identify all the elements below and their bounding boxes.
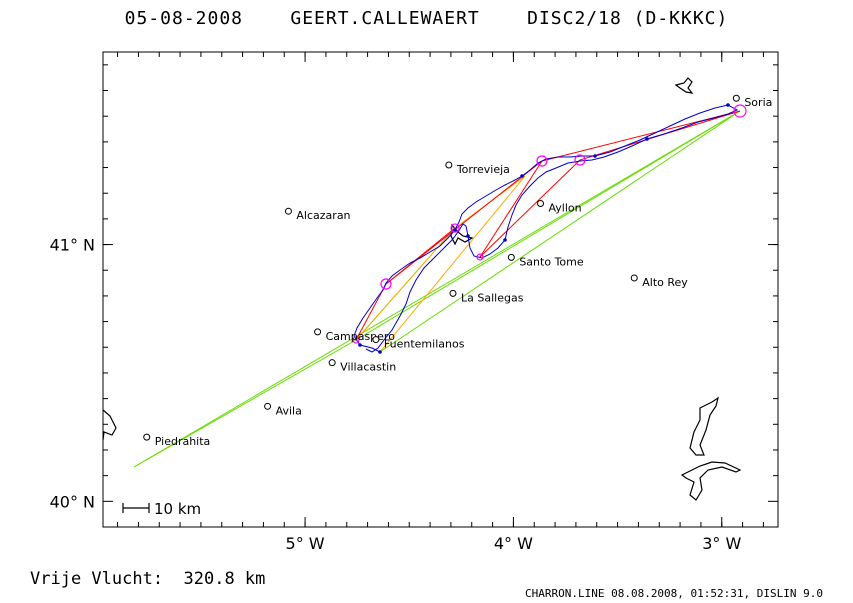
task-line-green [355,110,741,341]
lat-tick-label: 41° N [50,236,95,255]
task-line-red [479,160,543,258]
scale-bar: 10 km [122,500,201,518]
turnpoint-marker [574,154,586,166]
track-polyline [353,104,739,353]
town-marker [328,359,336,367]
task-lines [133,110,741,468]
town-label: Fuentemilanos [384,338,465,351]
lon-tick-label: 5° W [286,534,325,553]
town-marker [264,402,272,410]
town-marker [314,328,322,336]
task-line-orange [355,227,456,341]
reservoir-outline-southeast [680,461,742,501]
town-label: Santo Tome [519,255,584,268]
lat-tick-label: 40° N [50,492,95,511]
turnpoint-marker [380,278,392,290]
reservoir-outline-center [450,223,474,246]
town-label: Avila [276,404,302,417]
town-label: Ayllon [549,201,582,214]
turnpoint-marker [536,155,548,167]
track-fix-marker [503,238,507,242]
task-line-red [385,227,456,285]
map-frame [102,51,779,528]
lon-tick-label: 4° W [494,534,533,553]
scale-bar-label: 10 km [154,500,201,518]
task-line-red [479,159,581,258]
town-marker [507,253,515,261]
pilot-name: GEERT.CALLEWAERT [290,8,480,29]
glider-id: DISC2/18 (D-KKKC) [527,8,729,29]
town-label: Soria [744,96,772,109]
town-label: La Sallegas [461,291,524,304]
track-fix-marker [645,137,649,141]
credits-line: CHARRON.LINE 08.08.2008, 01:52:31, DISLI… [524,587,823,600]
turnpoints [352,104,747,344]
track-fix-marker [726,103,730,107]
flight-track [353,103,739,354]
town-label: Villacastin [340,361,396,374]
town-label: Alto Rey [642,276,688,289]
turnpoint-marker [733,104,747,118]
towns: Soria Torrevieja Alcazaran Ayllon Santo Tome… [143,94,772,448]
turnpoint-marker [352,336,360,344]
turnpoint-marker [450,223,460,233]
water-outlines [102,77,742,501]
track-fix-marker [466,234,470,238]
task-line-green [133,110,741,468]
turnpoint-marker [476,253,484,261]
town-marker [630,274,638,282]
task-line-orange [379,175,526,353]
task-line-green [379,110,741,353]
track-fix-marker [358,343,362,347]
town-marker [449,289,457,297]
track-fix-marker [593,154,597,158]
flight-date: 05-08-2008 [124,8,244,29]
town-marker [143,433,151,441]
town-marker [284,207,292,215]
axis-ticks: 40° N 41° N 5° W 4° W 3° W [50,52,778,553]
town-label: Torrevieja [456,163,510,176]
town-label: Piedrahita [155,435,211,448]
track-fix-marker [520,174,524,178]
town-marker [732,94,740,102]
town-marker [445,161,453,169]
lon-tick-label: 3° W [702,534,741,553]
task-line-green [133,339,357,468]
town-marker [537,199,544,207]
lake-outline-north [674,77,694,94]
town-label: Alcazaran [296,209,350,222]
track-fix-marker [378,350,382,354]
map-title: 05-08-2008 GEERT.CALLEWAERT DISC2/18 (D-… [0,8,853,29]
track-fix-marker [453,228,457,232]
reservoir-outline-east [689,396,719,456]
town-marker [372,336,380,344]
flight-distance: Vrije Vlucht: 320.8 km [30,569,266,589]
reservoir-outline-west [102,409,117,441]
